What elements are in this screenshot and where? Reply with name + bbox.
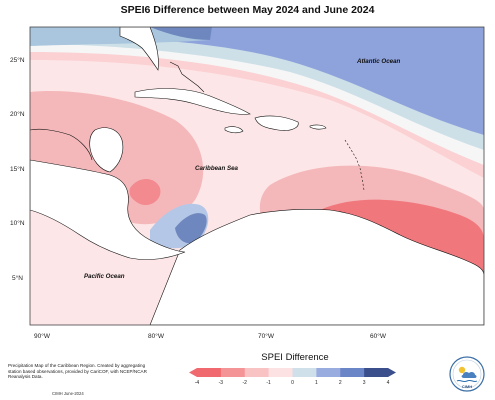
puerto-rico: [309, 124, 327, 130]
pacific-label: Pacific Ocean: [84, 273, 125, 280]
central-america: [30, 159, 186, 260]
wave-icon: [456, 379, 478, 383]
band-red-west: [129, 179, 161, 206]
sun-icon: [458, 366, 466, 374]
hispaniola: [254, 115, 299, 131]
lon-tick: 60°W: [370, 332, 387, 340]
lon-tick: 70°W: [258, 332, 275, 340]
lat-tick: 20°N: [10, 110, 25, 118]
south-america: [149, 208, 484, 325]
yucatan: [89, 127, 124, 173]
lat-tick: 15°N: [10, 165, 25, 173]
lon-ticks: 90°W 80°W 70°W 60°W: [34, 332, 387, 340]
band-blue-north: [30, 27, 484, 135]
lat-tick: 10°N: [10, 219, 25, 227]
caribbean-label: Caribbean Sea: [195, 165, 239, 172]
lesser-antilles: [344, 139, 365, 191]
lat-ticks: 25°N 20°N 15°N 10°N 5°N: [10, 56, 25, 282]
lat-tick: 5°N: [12, 274, 23, 282]
legend-title: SPEI Difference: [261, 352, 329, 363]
map-frame: [29, 26, 485, 326]
source-note: Precipitation Map of the Caribbean Regio…: [8, 363, 147, 380]
florida: [119, 27, 159, 71]
logo-text: CIMH: [462, 384, 472, 389]
band-darkblue-panama: [175, 213, 207, 244]
credit-text: CIMH June-2024: [52, 391, 84, 396]
atlantic-label: Atlantic Ocean: [356, 58, 401, 65]
cloud-icon: [461, 371, 477, 378]
jamaica: [224, 126, 244, 134]
map-title: SPEI6 Difference between May 2024 and Ju…: [120, 4, 375, 16]
lon-tick: 80°W: [148, 332, 165, 340]
cuba: [134, 88, 251, 115]
bahamas: [169, 61, 205, 93]
land-outlines: [30, 27, 484, 325]
band-dark-blue-corner: [150, 27, 212, 40]
cimh-logo: CIMH: [448, 355, 486, 393]
west-coast: [30, 128, 93, 161]
lat-tick: 25°N: [10, 56, 25, 64]
lon-tick: 90°W: [34, 332, 51, 340]
